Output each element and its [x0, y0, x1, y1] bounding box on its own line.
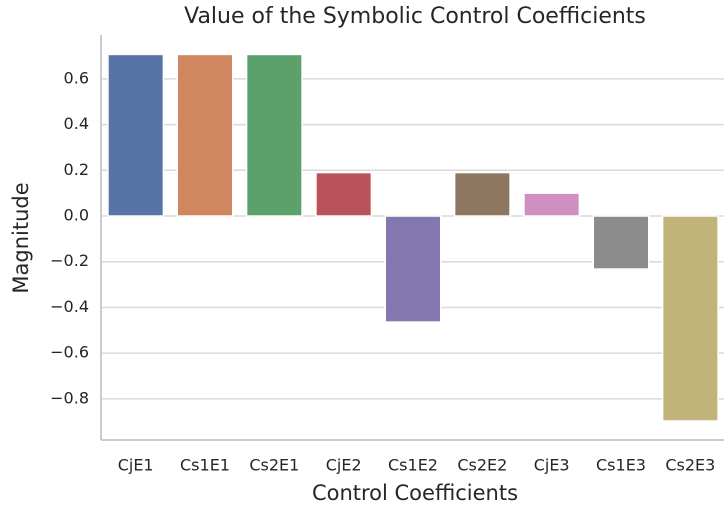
- y-tick-label: −0.4: [50, 297, 89, 316]
- bar: [453, 171, 511, 217]
- y-tick-label: −0.8: [50, 388, 89, 407]
- y-tick-label: 0.2: [64, 160, 89, 179]
- x-tick-label: Cs1E2: [388, 456, 438, 475]
- bar: [384, 215, 442, 323]
- x-tick-label: Cs1E1: [180, 456, 230, 475]
- bar: [661, 215, 719, 422]
- bar: [107, 53, 165, 217]
- chart-title: Value of the Symbolic Control Coefficien…: [184, 4, 646, 29]
- y-tick-label: −0.2: [50, 251, 89, 270]
- x-tick-label: CjE2: [326, 456, 362, 475]
- bar: [523, 192, 581, 217]
- y-tick-label: −0.6: [50, 343, 89, 362]
- x-tick-label: Cs2E1: [249, 456, 299, 475]
- x-tick-label: Cs1E3: [596, 456, 646, 475]
- bar: [245, 53, 303, 217]
- x-axis-label: Control Coefficients: [312, 481, 518, 505]
- x-tick-label: CjE3: [534, 456, 570, 475]
- y-tick-label: 0.6: [64, 68, 89, 87]
- y-tick-label: 0.4: [64, 114, 89, 133]
- bar: [315, 171, 373, 217]
- x-tick-label: Cs2E2: [457, 456, 507, 475]
- y-axis-label: Magnitude: [9, 182, 33, 293]
- y-tick-label: 0.0: [64, 206, 89, 225]
- x-tick-label: CjE1: [118, 456, 154, 475]
- bar: [176, 53, 234, 217]
- bar: [592, 215, 650, 270]
- x-tick-label: Cs2E3: [665, 456, 715, 475]
